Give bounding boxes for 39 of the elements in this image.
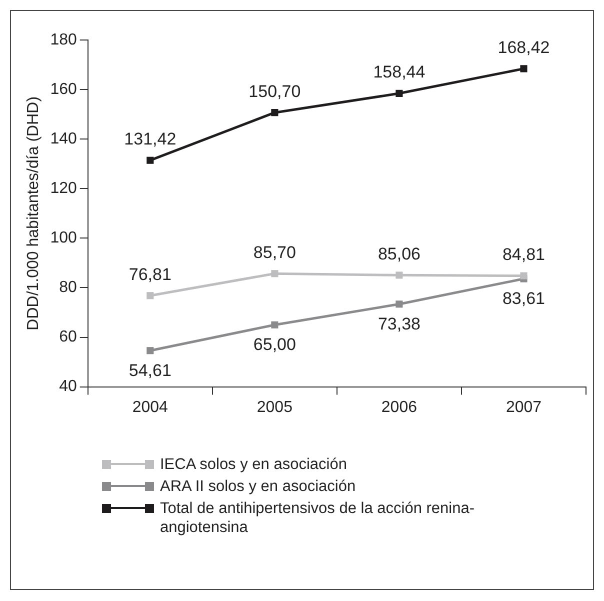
data-label: 150,70 <box>248 82 301 101</box>
point <box>520 272 528 280</box>
point <box>271 109 278 116</box>
point <box>271 270 278 278</box>
data-label: 168,42 <box>498 38 550 57</box>
legend-label: IECA solos y en asociación <box>160 455 347 474</box>
y-tick-label: 160 <box>50 80 77 98</box>
data-label: 54,61 <box>128 360 172 380</box>
y-tick-label: 140 <box>50 130 77 148</box>
x-tick-label: 2004 <box>132 398 168 416</box>
data-label: 85,06 <box>378 244 420 264</box>
data-label: 131,42 <box>124 130 176 149</box>
point <box>396 272 403 279</box>
y-tick-label: 180 <box>50 31 77 48</box>
point <box>396 300 403 308</box>
x-tick-label: 2005 <box>256 398 293 416</box>
point <box>146 156 154 164</box>
data-label: 84,81 <box>502 244 546 264</box>
y-tick-label: 80 <box>59 279 77 296</box>
legend-label: Total de antihipertensivos de la acción renina-angiotensina <box>160 499 476 537</box>
point <box>520 65 528 72</box>
legend-label: ARA II solos y en asociación <box>160 477 356 496</box>
data-label: 85,70 <box>253 242 296 262</box>
data-label: 83,61 <box>502 288 546 308</box>
point <box>271 321 278 328</box>
data-label: 158,44 <box>373 62 426 82</box>
y-tick-label: 60 <box>59 328 77 346</box>
y-tick-label: 120 <box>50 180 77 198</box>
data-label: 76,81 <box>128 264 172 284</box>
y-axis-title: DDD/1.000 habitantes/día (DHD) <box>25 96 42 330</box>
point <box>396 90 403 97</box>
y-tick-label: 40 <box>59 378 77 396</box>
point <box>146 292 154 300</box>
y-tick-label: 100 <box>50 230 77 247</box>
data-label: 73,38 <box>378 314 420 334</box>
data-label: 65,00 <box>253 335 296 354</box>
point <box>146 347 154 354</box>
x-tick-label: 2007 <box>506 398 542 416</box>
x-tick-label: 2006 <box>381 398 418 416</box>
